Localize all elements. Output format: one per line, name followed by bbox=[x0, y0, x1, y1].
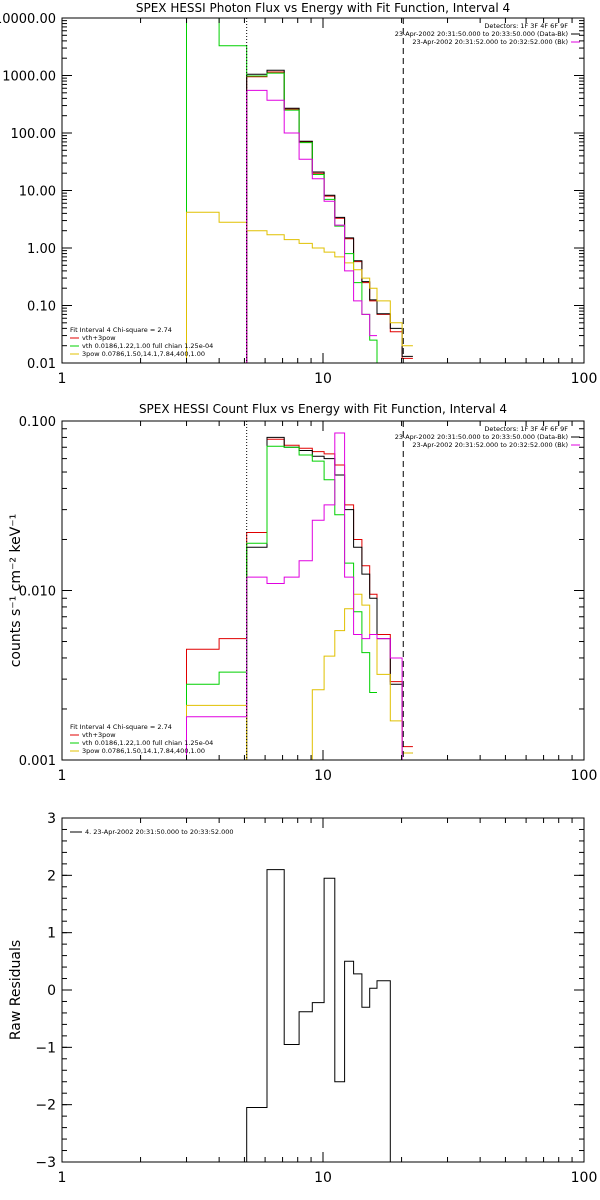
3pow-line bbox=[186, 593, 413, 760]
legend-entry: vth+3pow bbox=[82, 731, 116, 739]
chart-title: SPEX HESSI Photon Flux vs Energy with Fi… bbox=[136, 1, 510, 15]
x-tick-label: 100 bbox=[571, 1170, 598, 1186]
y-tick-label: 1000.00 bbox=[2, 70, 56, 85]
y-tick-label: 0.001 bbox=[19, 754, 56, 769]
legend-entry: vth 0.0186,1.22,1.00 full chian 1.25e-04 bbox=[82, 342, 213, 350]
y-tick-label: −3 bbox=[35, 1155, 56, 1171]
series-group bbox=[186, 18, 413, 363]
legend-entry: 4. 23-Apr-2002 20:31:50.000 to 20:33:52.… bbox=[85, 828, 234, 836]
y-tick-label: 2 bbox=[47, 868, 56, 884]
legend-header: Fit Interval 4 Chi-square = 2.74 bbox=[70, 723, 172, 731]
4-23-apr-2002-20-31-50-0-line bbox=[246, 869, 403, 1162]
series-line bbox=[186, 432, 413, 760]
x-tick-label: 1 bbox=[58, 768, 67, 784]
y-axis-label: Raw Residuals bbox=[8, 940, 24, 1040]
legend-entry: 3pow 0.0786,1.50,14.1,7.84,400,1.00 bbox=[82, 350, 205, 358]
y-tick-label: 0.10 bbox=[27, 300, 56, 315]
x-tick-label: 100 bbox=[571, 768, 598, 784]
y-tick-label: 0.01 bbox=[27, 357, 56, 372]
info-line: Detectors: 1F 3F 4F 6F 9F bbox=[484, 22, 568, 30]
info-line: 23-Apr-2002 20:31:50.000 to 20:33:50.000… bbox=[395, 433, 568, 441]
info-line: Detectors: 1F 3F 4F 6F 9F bbox=[484, 425, 568, 433]
y-tick-label: −1 bbox=[35, 1040, 56, 1056]
y-tick-label: 0 bbox=[47, 983, 56, 999]
legend-entry: vth 0.0186,1.22,1.00 full chian 1.25e-04 bbox=[82, 739, 213, 747]
legend-entry: vth+3pow bbox=[82, 334, 116, 342]
x-tick-label: 1 bbox=[58, 1170, 67, 1186]
y-tick-label: 10.00 bbox=[19, 185, 56, 200]
count-flux-panel: SPEX HESSI Count Flux vs Energy with Fit… bbox=[8, 402, 597, 784]
info-line: 23-Apr-2002 20:31:52.000 to 20:32:52.000… bbox=[412, 441, 568, 449]
y-tick-label: −2 bbox=[35, 1098, 56, 1114]
info-line: 23-Apr-2002 20:31:52.000 to 20:32:52.000… bbox=[412, 38, 568, 46]
y-tick-label: 1.00 bbox=[27, 242, 56, 257]
y-tick-label: 0.100 bbox=[19, 415, 56, 430]
x-tick-label: 10 bbox=[314, 768, 332, 784]
chart-title: SPEX HESSI Count Flux vs Energy with Fit… bbox=[139, 402, 507, 416]
info-line: 23-Apr-2002 20:31:50.000 to 20:33:50.000… bbox=[395, 30, 568, 38]
series-line bbox=[246, 89, 377, 363]
legend-header: Fit Interval 4 Chi-square = 2.74 bbox=[70, 326, 172, 334]
y-tick-label: 10000.00 bbox=[0, 12, 56, 27]
series-group bbox=[186, 432, 413, 760]
y-tick-label: 3 bbox=[47, 811, 56, 827]
y-tick-label: 100.00 bbox=[11, 127, 57, 142]
y-tick-label: 0.010 bbox=[19, 585, 56, 600]
3pow-line bbox=[186, 211, 413, 363]
photon-flux-panel: SPEX HESSI Photon Flux vs Energy with Fi… bbox=[0, 1, 597, 387]
legend-entry: 3pow 0.0786,1.50,14.1,7.84,400,1.00 bbox=[82, 747, 205, 755]
y-tick-label: 1 bbox=[47, 926, 56, 942]
y-axis-label: counts s⁻¹ cm⁻² keV⁻¹ bbox=[8, 514, 24, 668]
x-tick-label: 10 bbox=[314, 1170, 332, 1186]
x-tick-label: 100 bbox=[571, 371, 598, 387]
series-group bbox=[246, 869, 403, 1162]
x-tick-label: 1 bbox=[58, 371, 67, 387]
x-tick-label: 10 bbox=[314, 371, 332, 387]
